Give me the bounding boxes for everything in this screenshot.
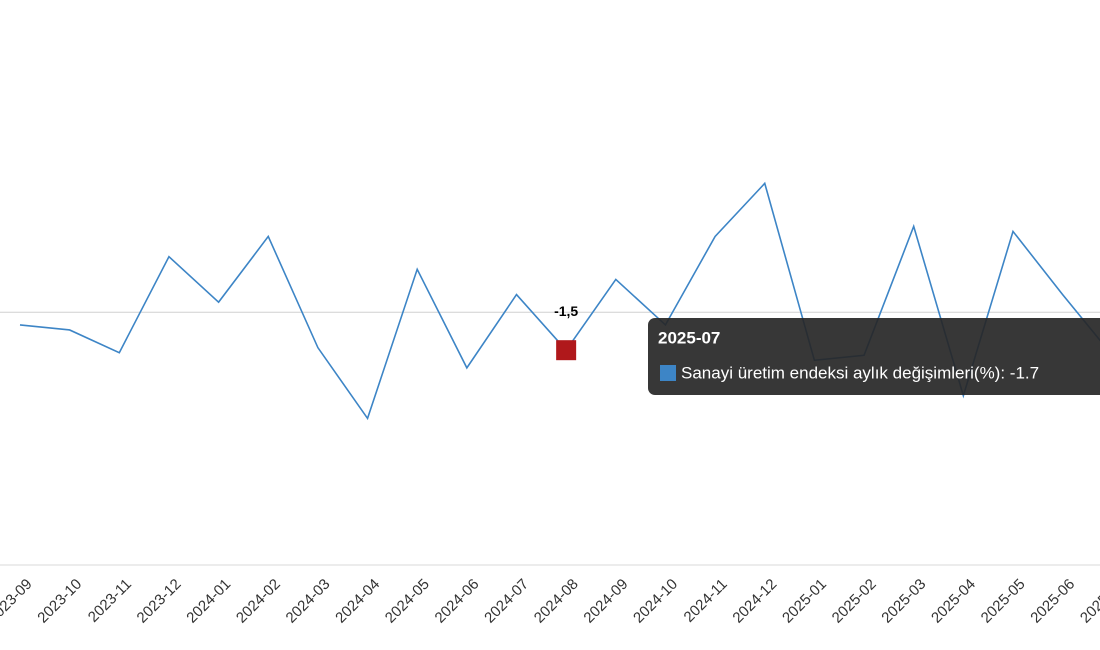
x-tick-label: 2024-10 — [630, 576, 681, 627]
highlight-point — [556, 340, 577, 361]
x-tick-label: 2025-06 — [1027, 576, 1078, 627]
x-tick-label: 2025-02 — [829, 576, 880, 627]
x-tick-label: 2023-09 — [0, 576, 36, 627]
x-tick-label: 2024-08 — [531, 576, 582, 627]
x-tick-label: 2024-06 — [432, 576, 483, 627]
x-tick-label: 2025-07 — [1077, 576, 1100, 627]
data-label: -1,5 — [554, 303, 578, 319]
tooltip: 2025-07 Sanayi üretim endeksi aylık deği… — [648, 318, 1100, 395]
x-tick-label: 2024-11 — [681, 576, 731, 626]
tooltip-box — [648, 318, 1100, 395]
x-tick-label: 2024-05 — [382, 576, 433, 627]
x-tick-label: 2025-05 — [978, 576, 1029, 627]
x-tick-label: 2024-03 — [283, 576, 334, 627]
x-tick-label: 2024-02 — [233, 576, 284, 627]
x-tick-label: 2024-12 — [729, 576, 780, 627]
x-tick-label: 2025-04 — [928, 576, 979, 627]
x-tick-label: 2024-07 — [481, 576, 532, 627]
x-tick-label: 2023-11 — [85, 576, 135, 626]
x-tick-label: 2025-03 — [878, 576, 929, 627]
tooltip-title: 2025-07 — [658, 328, 720, 347]
x-tick-label: 2025-01 — [779, 576, 830, 627]
tooltip-swatch — [660, 365, 676, 381]
x-tick-label: 2023-10 — [34, 576, 85, 627]
x-tick-label: 2023-12 — [134, 576, 185, 627]
x-tick-label: 2024-09 — [580, 576, 631, 627]
tooltip-text: Sanayi üretim endeksi aylık değişimleri(… — [681, 363, 1039, 382]
x-tick-label: 2024-01 — [183, 576, 234, 627]
x-tick-label: 2024-04 — [332, 576, 383, 627]
